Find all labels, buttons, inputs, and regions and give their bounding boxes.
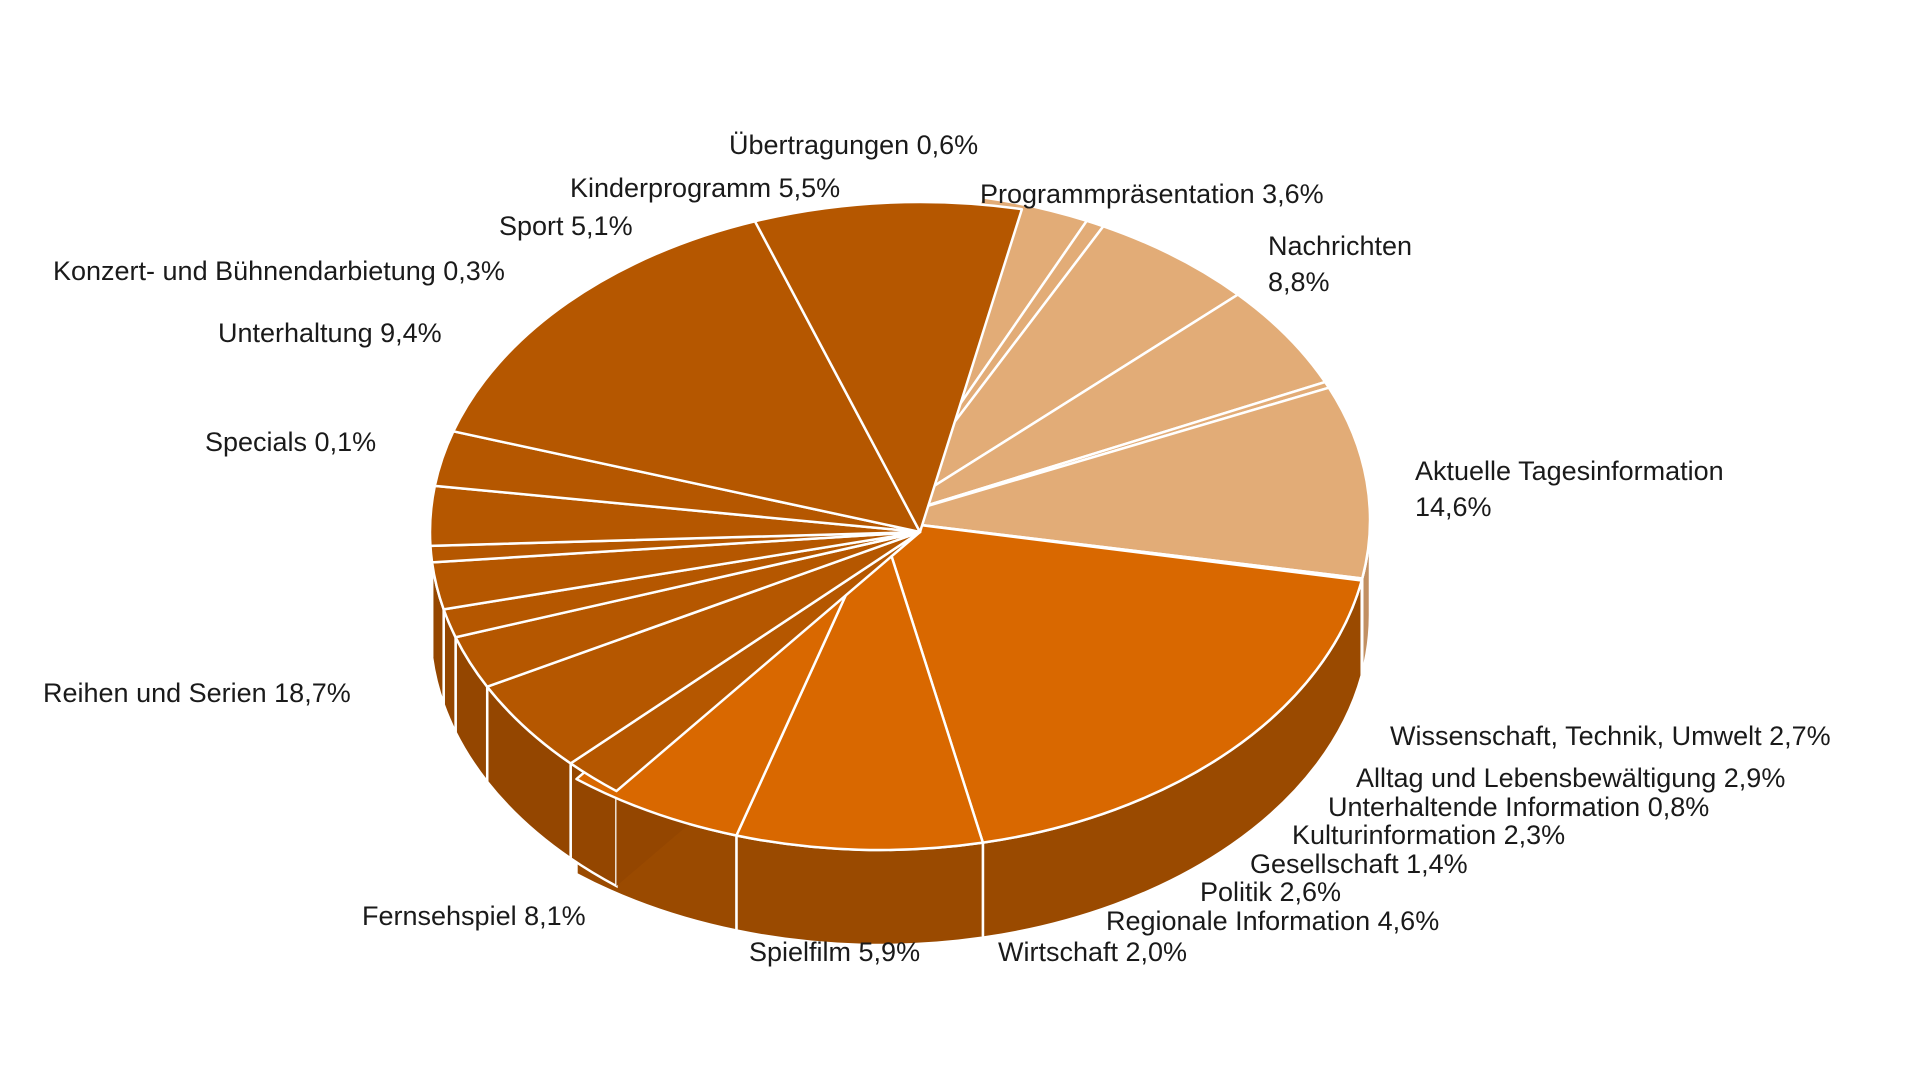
pie-slice (878, 293, 1327, 522)
label-aktuelle-value: 14,6% (1415, 492, 1492, 522)
pie-slice (878, 386, 1372, 580)
label-nachrichten: Nachrichten 8,8% (1268, 228, 1412, 300)
pie-slice (452, 220, 922, 534)
label-nachrichten-name: Nachrichten (1268, 231, 1413, 261)
slice-side (735, 833, 985, 947)
label-uebertragungen: Übertragungen 0,6% (729, 130, 979, 160)
label-fernsehspiel: Fernsehspiel 8,1% (362, 901, 586, 931)
label-alltag: Alltag und Lebensbewältigung 2,9% (1356, 763, 1786, 793)
label-aktuelle: Aktuelle Tagesinformation 14,6% (1415, 453, 1724, 525)
label-unterhaltung: Unterhaltung 9,4% (218, 318, 442, 348)
label-reihen: Reihen und Serien 18,7% (43, 678, 351, 708)
label-programmpraesentation: Programmpräsentation 3,6% (980, 179, 1324, 209)
label-wissenschaft: Wissenschaft, Technik, Umwelt 2,7% (1390, 721, 1831, 751)
label-kultur: Kulturinformation 2,3% (1292, 820, 1566, 850)
label-spielfilm: Spielfilm 5,9% (749, 937, 921, 967)
label-kinderprogramm: Kinderprogramm 5,5% (570, 173, 841, 203)
label-nachrichten-value: 8,8% (1268, 267, 1330, 297)
label-regionale: Regionale Information 4,6% (1106, 906, 1440, 936)
pie-slice (878, 225, 1240, 522)
label-politik: Politik 2,6% (1200, 877, 1342, 907)
label-sport: Sport 5,1% (499, 211, 633, 241)
label-unterhaltende: Unterhaltende Information 0,8% (1328, 792, 1710, 822)
label-specials: Specials 0,1% (205, 427, 377, 457)
label-konzert: Konzert- und Bühnendarbietung 0,3% (53, 256, 505, 286)
label-aktuelle-name: Aktuelle Tagesinformation (1415, 456, 1724, 486)
pie-slice (878, 518, 1363, 844)
label-gesellschaft: Gesellschaft 1,4% (1250, 849, 1468, 879)
label-wirtschaft: Wirtschaft 2,0% (998, 937, 1188, 967)
pie-slice (753, 200, 1024, 534)
pie-slice (735, 518, 985, 852)
